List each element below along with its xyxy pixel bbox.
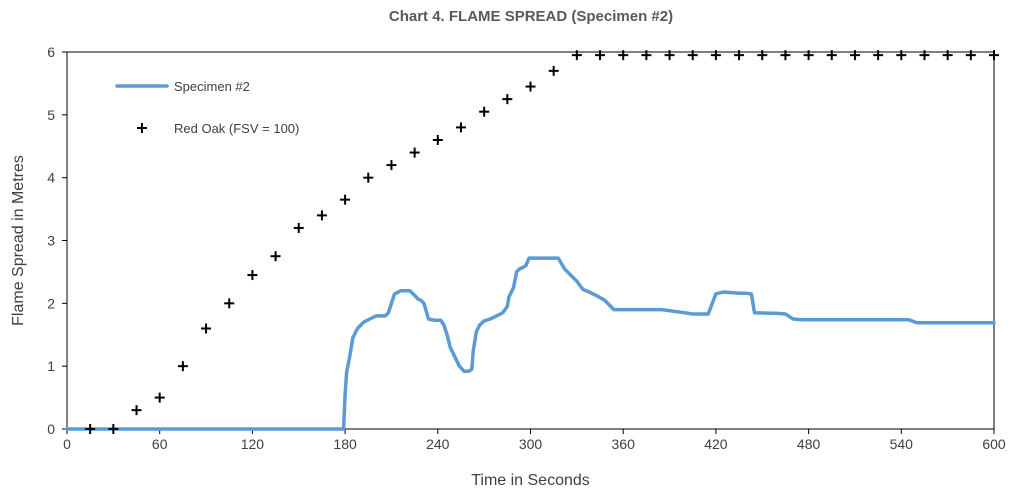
legend-swatch-red-oak — [137, 123, 147, 133]
legend-label-specimen-2: Specimen #2 — [174, 79, 250, 94]
marker-point-red-oak — [409, 147, 420, 158]
y-tick-label: 3 — [47, 233, 55, 249]
marker-point-red-oak — [293, 222, 304, 233]
marker-point-red-oak — [247, 270, 258, 281]
marker-point-red-oak — [989, 50, 999, 61]
marker-point-red-oak — [386, 160, 397, 171]
marker-point-red-oak — [177, 361, 188, 372]
y-tick-label: 1 — [47, 358, 55, 374]
x-tick-label: 420 — [704, 436, 728, 452]
marker-point-red-oak — [965, 50, 976, 61]
marker-point-red-oak — [803, 50, 814, 61]
x-tick-label: 0 — [63, 436, 71, 452]
x-tick-label: 540 — [890, 436, 914, 452]
x-tick-label: 180 — [333, 436, 357, 452]
series-line-specimen-2 — [65, 256, 996, 431]
x-tick-label: 60 — [152, 436, 168, 452]
x-tick-label: 120 — [241, 436, 265, 452]
x-axis-label: Time in Seconds — [471, 472, 590, 489]
marker-point-red-oak — [548, 65, 559, 76]
marker-point-red-oak — [942, 50, 953, 61]
marker-point-red-oak — [455, 122, 466, 133]
legend-label-red-oak: Red Oak (FSV = 100) — [174, 121, 299, 136]
y-tick-label: 6 — [47, 44, 55, 60]
marker-point-red-oak — [710, 50, 721, 61]
y-tick-label: 2 — [47, 295, 55, 311]
marker-point-red-oak — [826, 50, 837, 61]
x-tick-label: 240 — [426, 436, 450, 452]
marker-point-red-oak — [734, 50, 745, 61]
x-tick-label: 480 — [797, 436, 821, 452]
marker-point-red-oak — [479, 106, 490, 117]
marker-point-red-oak — [757, 50, 768, 61]
marker-point-red-oak — [316, 210, 327, 221]
chart-title: Chart 4. FLAME SPREAD (Specimen #2) — [388, 8, 674, 25]
marker-point-red-oak — [873, 50, 884, 61]
marker-point-red-oak — [502, 94, 513, 105]
marker-point-red-oak — [919, 50, 930, 61]
x-tick-label: 300 — [519, 436, 543, 452]
marker-point-red-oak — [85, 424, 96, 434]
marker-point-red-oak — [154, 392, 165, 403]
y-axis-label: Flame Spread in Metres — [10, 155, 27, 326]
marker-point-red-oak — [363, 172, 374, 183]
marker-point-red-oak — [618, 50, 629, 61]
marker-point-red-oak — [201, 323, 212, 334]
y-tick-label: 4 — [47, 170, 55, 186]
marker-point-red-oak — [270, 251, 281, 262]
marker-point-red-oak — [224, 298, 235, 309]
marker-point-red-oak — [780, 50, 791, 61]
x-tick-label: 360 — [612, 436, 636, 452]
marker-point-red-oak — [525, 81, 536, 92]
plot-area: 0 60 120 180 240 300 360 420 480 540 600 0 1 2 3 4 5 6 — [47, 44, 1006, 452]
marker-point-red-oak — [664, 50, 675, 61]
marker-point-red-oak — [108, 424, 119, 434]
plot-frame — [66, 51, 995, 430]
legend: Specimen #2 Red Oak (FSV = 100) — [115, 79, 299, 136]
y-tick-label: 0 — [47, 421, 55, 437]
marker-point-red-oak — [896, 50, 907, 61]
marker-point-red-oak — [595, 50, 606, 61]
y-tick-label: 5 — [47, 107, 55, 123]
marker-point-red-oak — [131, 405, 142, 416]
marker-point-red-oak — [687, 50, 698, 61]
marker-point-red-oak — [849, 50, 860, 61]
x-tick-label: 600 — [982, 436, 1006, 452]
marker-point-red-oak — [432, 134, 443, 145]
marker-point-red-oak — [641, 50, 652, 61]
marker-point-red-oak — [340, 194, 351, 205]
marker-point-red-oak — [571, 50, 582, 61]
